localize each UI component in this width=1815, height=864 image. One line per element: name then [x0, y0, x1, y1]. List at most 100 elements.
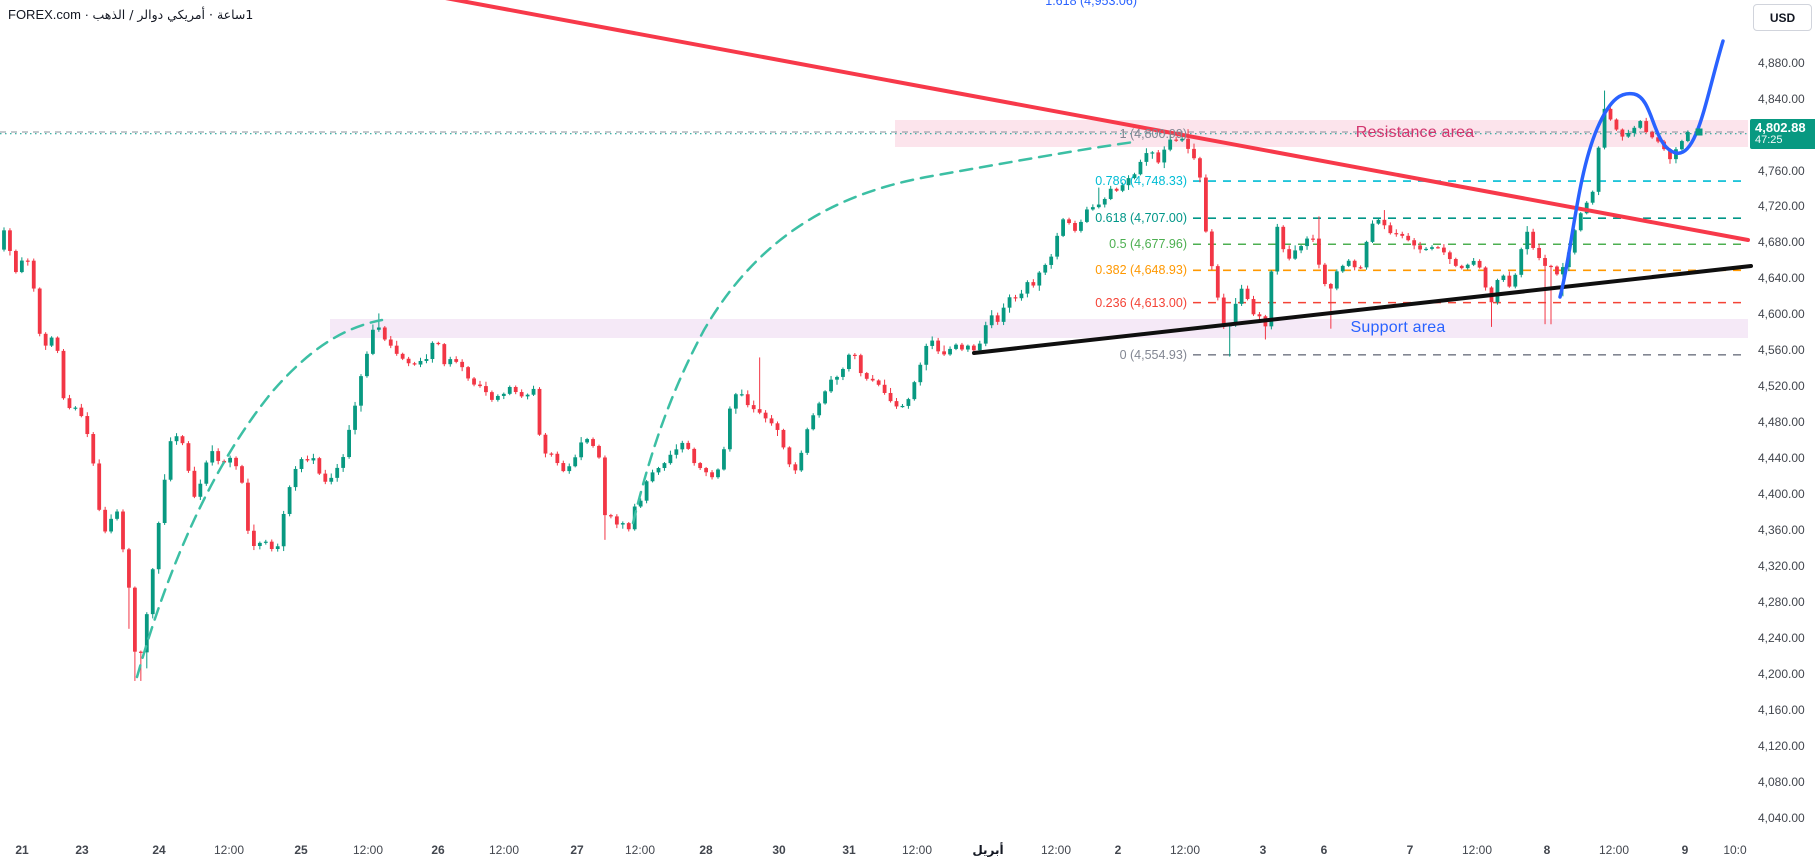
candle-down — [406, 358, 411, 364]
candle-down — [698, 463, 703, 469]
support-zone[interactable] — [330, 319, 1748, 338]
candle-down — [460, 361, 465, 368]
descending-resistance-trendline[interactable] — [440, 0, 1750, 242]
candle-up — [1495, 280, 1500, 303]
candle-down — [614, 516, 619, 525]
time-axis-tick: أبريل — [972, 843, 1004, 857]
candle-up — [525, 394, 530, 397]
candle-up — [299, 459, 304, 469]
candle-up — [1180, 138, 1184, 141]
candle-down — [870, 378, 875, 381]
candle-up — [1120, 185, 1125, 191]
candle-down — [1323, 264, 1327, 285]
candle-down — [67, 398, 72, 409]
candle-down — [1156, 152, 1161, 163]
ascending-support-trendline[interactable] — [972, 264, 1753, 355]
candle-down — [1394, 233, 1399, 235]
candle-down — [1483, 267, 1488, 288]
candle-up — [156, 523, 161, 570]
candle-up — [144, 614, 149, 653]
candle-down — [412, 363, 417, 365]
candle-down — [591, 439, 595, 446]
candle-up — [966, 345, 970, 350]
last-price-label[interactable]: 4,802.88 47:25 — [1750, 119, 1815, 149]
guide-arc-drawing[interactable] — [631, 140, 1136, 525]
candle-down — [1257, 314, 1262, 317]
projection-curve-drawing[interactable] — [1558, 39, 1725, 299]
candle-up — [150, 569, 155, 615]
candle-down — [103, 509, 108, 532]
support-area-label[interactable]: Support area — [1350, 319, 1446, 336]
symbol-header[interactable]: FOREX.com · بهذلا / رلاود يكيرمأ · ةعاس1 — [8, 7, 253, 22]
candle-down — [394, 345, 399, 354]
candle-up — [281, 513, 286, 547]
time-axis-tick: 28 — [699, 843, 713, 857]
candle-down — [555, 453, 560, 464]
candle-up — [835, 376, 839, 380]
price-axis-tick: 4,600.00 — [1758, 307, 1805, 322]
fib-level-label[interactable]: 0.786 (4,748.33) — [1095, 174, 1187, 189]
guide-arc-drawing[interactable] — [135, 318, 384, 679]
candle-up — [353, 405, 357, 430]
candle-up — [341, 457, 346, 468]
candle-down — [876, 380, 881, 385]
candle-up — [841, 369, 845, 377]
symbol-interval-text[interactable]: بهذلا / رلاود يكيرمأ · ةعاس1 — [92, 7, 254, 22]
fib-level-label[interactable]: 0.236 (4,613.00) — [1095, 295, 1187, 310]
candle-down — [1453, 259, 1458, 266]
fib-level-label[interactable]: 0.382 (4,648.93) — [1095, 263, 1187, 278]
candle-up — [507, 386, 512, 394]
candle-down — [31, 260, 36, 289]
fib-level-label[interactable]: 0 (4,554.93) — [1119, 347, 1187, 362]
candle-up — [424, 359, 429, 361]
price-axis-tick: 4,840.00 — [1758, 91, 1805, 106]
candle-up — [662, 463, 667, 469]
fib-level-label[interactable]: 0.5 (4,677.96) — [1109, 237, 1187, 252]
candle-down — [1614, 119, 1619, 130]
candle-up — [1305, 238, 1309, 247]
candle-down — [882, 384, 887, 393]
candle-down — [1204, 177, 1208, 232]
price-line-marker[interactable] — [1695, 128, 1703, 136]
candle-up — [287, 487, 292, 514]
broker-name[interactable]: FOREX.com — [8, 7, 81, 22]
candle-up — [174, 436, 179, 442]
candle-up — [573, 457, 578, 467]
candle-up — [739, 394, 744, 396]
candle-down — [1447, 252, 1452, 260]
candle-down — [180, 436, 185, 444]
candle-down — [1549, 265, 1553, 268]
candle-down — [609, 515, 613, 517]
fib-extension-label-clipped[interactable]: 1.618 (4,953.06) — [1045, 0, 1137, 8]
candle-up — [912, 382, 917, 400]
candle-down — [686, 442, 691, 449]
candle-up — [1632, 127, 1637, 134]
candle-up — [73, 407, 78, 409]
price-axis-tick: 4,520.00 — [1758, 379, 1805, 394]
candle-up — [805, 429, 810, 453]
candle-up — [335, 467, 340, 478]
candle-down — [55, 337, 60, 351]
candle-up — [168, 441, 173, 480]
candle-up — [650, 472, 655, 482]
candle-up — [1465, 264, 1470, 269]
candle-up — [1578, 213, 1583, 231]
candle-up — [900, 405, 905, 408]
currency-button[interactable]: USD — [1753, 4, 1812, 31]
fib-level-label[interactable]: 0.618 (4,707.00) — [1095, 211, 1187, 226]
candle-up — [49, 337, 54, 346]
candle-up — [1430, 247, 1434, 249]
candle-down — [858, 355, 863, 374]
candle-down — [704, 468, 708, 473]
candle-down — [1388, 225, 1393, 234]
time-axis-tick: 8 — [1543, 843, 1551, 857]
candle-down — [192, 470, 197, 497]
candle-down — [1477, 260, 1482, 268]
fib-level-label[interactable]: 1 (4,800.99) — [1119, 126, 1187, 141]
resistance-area-label[interactable]: Resistance area — [1355, 124, 1475, 141]
candle-up — [1168, 139, 1173, 150]
candle-down — [597, 445, 601, 458]
candle-up — [1685, 132, 1690, 142]
candle-up — [198, 483, 203, 497]
